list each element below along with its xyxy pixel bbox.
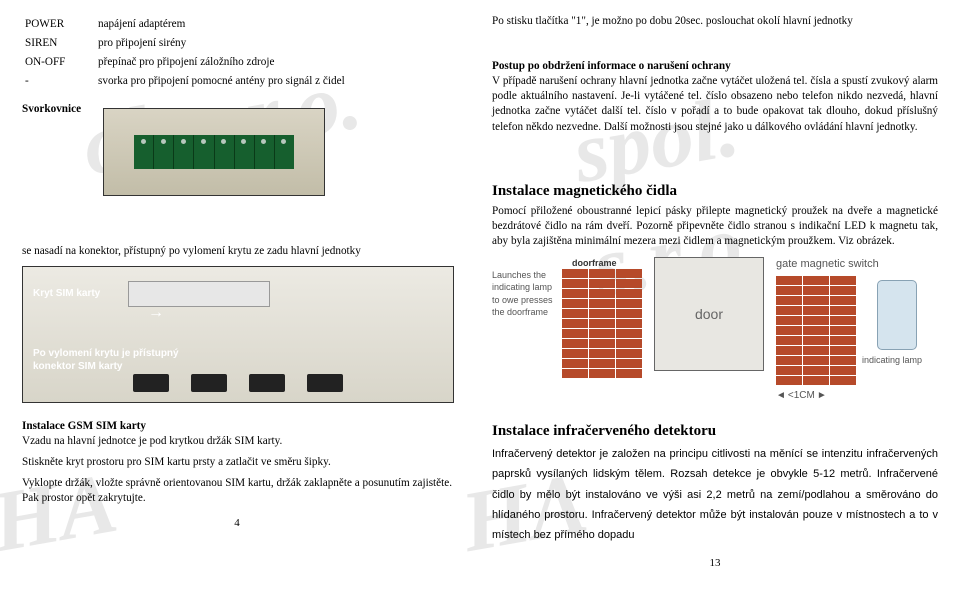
sim-install-p1: Vzadu na hlavní jednotce je pod krytkou … <box>22 434 452 449</box>
alarm-procedure-body: V případě narušení ochrany hlavní jednot… <box>492 74 938 134</box>
lamp-label-right: indicating lamp <box>862 354 932 366</box>
sim-install-title: Instalace GSM SIM karty <box>22 419 452 434</box>
ruler-label: ◄<1CM► <box>776 389 827 403</box>
assembly-note: se nasadí na konektor, přístupný po vylo… <box>22 244 452 259</box>
button1-note: Po stisku tlačítka "1", je možno po dobu… <box>492 14 938 29</box>
door-sensor-diagram: doorframe Launches the indicating lamp t… <box>492 257 938 402</box>
table-row: POWERnapájení adaptérem <box>24 16 355 33</box>
switch-title: gate magnetic switch <box>776 257 879 272</box>
brick-wall-left <box>562 269 642 378</box>
alarm-procedure-title: Postup po obdržení informace o narušení … <box>492 59 938 74</box>
ir-detector-title: Instalace infračerveného detektoru <box>492 421 938 441</box>
lamp-label-left: Launches the indicating lamp to owe pres… <box>492 269 562 378</box>
page-number-right: 13 <box>492 556 938 571</box>
ir-detector-body: Infračervený detektor je založen na prin… <box>492 444 938 546</box>
magnetic-switch-icon <box>877 280 917 350</box>
terminal-definitions-table: POWERnapájení adaptérem SIRENpro připoje… <box>22 14 357 92</box>
brick-wall-right <box>776 276 856 385</box>
callout-sim-connector: Po vylomení krytu je přístupný konektor … <box>33 347 213 374</box>
terminal-block-photo <box>103 108 325 196</box>
door-icon: door <box>654 257 764 371</box>
magnetic-sensor-title: Instalace magnetického čidla <box>492 181 938 201</box>
table-row: SIRENpro připojení sirény <box>24 35 355 52</box>
module-photo: → Kryt SIM karty Po vylomení krytu je př… <box>22 266 454 403</box>
sim-install-p3: Vyklopte držák, vložte správně orientova… <box>22 476 452 506</box>
table-row: ON-OFFpřepínač pro připojení záložního z… <box>24 54 355 71</box>
table-row: -svorka pro připojení pomocné antény pro… <box>24 73 355 90</box>
magnetic-sensor-body: Pomocí přiložené oboustranné lepicí pásk… <box>492 204 938 249</box>
page-number-left: 4 <box>22 516 452 531</box>
sim-install-p2: Stiskněte kryt prostoru pro SIM kartu pr… <box>22 455 452 470</box>
arrow-icon: → <box>148 302 164 324</box>
callout-sim-cover: Kryt SIM karty <box>33 287 100 301</box>
svorkovnice-label: Svorkovnice <box>22 102 81 117</box>
